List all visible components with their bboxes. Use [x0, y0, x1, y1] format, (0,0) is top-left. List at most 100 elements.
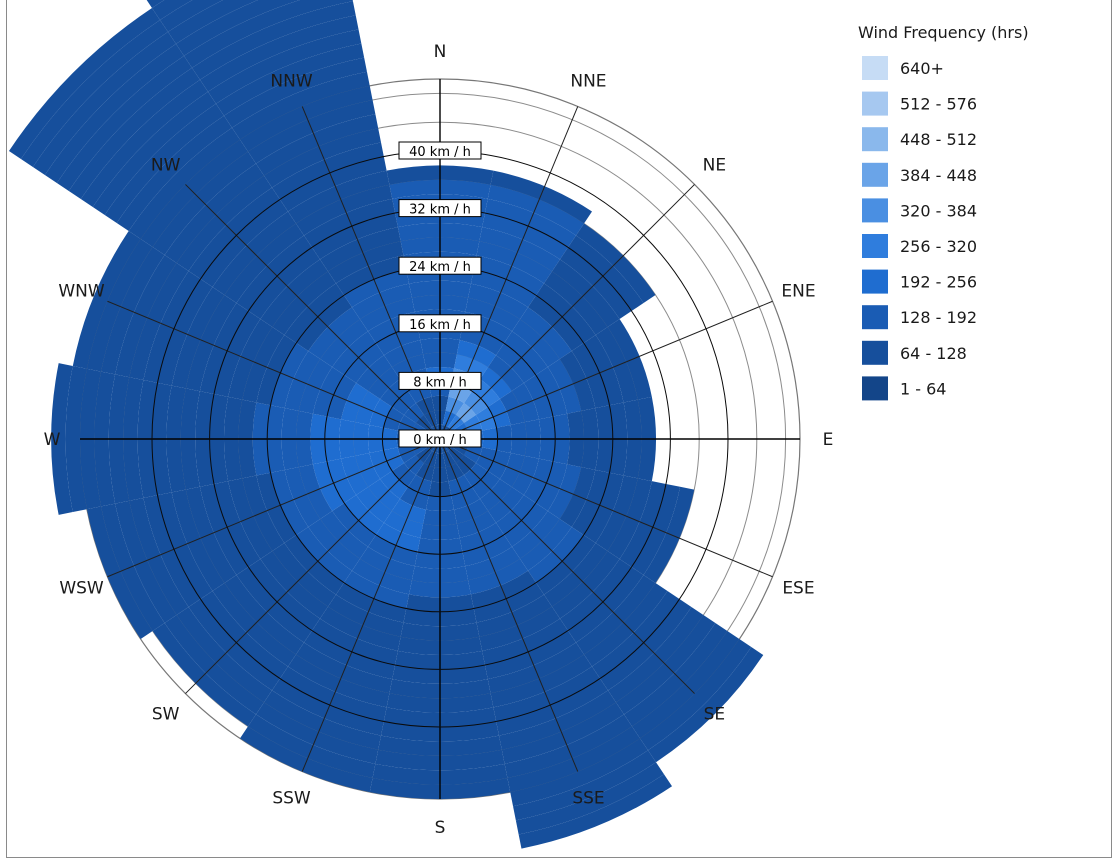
legend-label: 320 - 384 — [900, 201, 977, 220]
wedge-segment — [484, 630, 577, 680]
legend-label: 448 - 512 — [900, 130, 977, 149]
direction-label: SE — [704, 704, 726, 724]
wedge-segment — [32, 31, 176, 175]
legend-label: 128 - 192 — [900, 308, 977, 327]
speed-label-box — [398, 199, 482, 218]
wedge-segment — [143, 270, 201, 383]
wedge-segment — [559, 350, 596, 411]
wedge-segment — [479, 227, 561, 272]
wedge-segment — [476, 594, 553, 637]
direction-label: NNE — [570, 72, 606, 92]
wedge-segment — [271, 142, 384, 200]
wedge-segment — [101, 246, 165, 375]
wedge-segment — [298, 358, 333, 414]
legend-swatch — [862, 376, 888, 401]
wedge-segment — [231, 71, 370, 140]
radial-line — [439, 438, 579, 772]
wedge-segment — [397, 444, 417, 464]
legend-label: 256 - 320 — [900, 237, 977, 256]
wedge-segment — [459, 326, 505, 356]
direction-label: W — [44, 430, 61, 450]
wedge-segment — [415, 396, 435, 416]
wedge-segment — [595, 475, 638, 552]
wedge-segment — [247, 100, 376, 164]
wedge-segment — [263, 690, 382, 750]
wedge-segment — [547, 358, 582, 414]
legend-swatch — [862, 340, 888, 365]
direction-label: ESE — [782, 578, 814, 598]
wedge-segment — [298, 464, 333, 520]
wedge-segment — [311, 213, 398, 260]
wedge-segment — [369, 398, 393, 428]
wedge-segment — [571, 469, 610, 536]
wedge-segment — [462, 534, 513, 567]
wedge-segment — [445, 462, 465, 482]
wedge-segment — [92, 91, 216, 215]
wedge-segment — [343, 570, 410, 609]
wedge-segment — [607, 318, 652, 400]
wedge-segment — [465, 546, 521, 581]
wedge-segment — [355, 453, 381, 488]
wedge-segment — [463, 414, 483, 434]
wedge-segment — [129, 262, 189, 381]
speed-label-box — [398, 371, 482, 390]
wedge-segment — [490, 654, 593, 708]
direction-label: ENE — [781, 282, 815, 302]
direction-label: SSE — [572, 788, 604, 808]
radial-line — [439, 438, 773, 578]
wedge-segment — [175, 0, 301, 56]
legend-label: 384 - 448 — [900, 166, 977, 185]
wedge-segment — [80, 79, 208, 207]
wedge-segment — [355, 390, 381, 425]
wedge-segment — [256, 472, 297, 544]
wedge-segment — [607, 478, 652, 560]
wedge-segment — [515, 762, 665, 835]
wedge-segment — [501, 702, 625, 764]
wedge-segment — [271, 678, 384, 736]
wedge-segment — [223, 57, 367, 128]
wedge-segment — [44, 43, 184, 183]
speed-label-box — [398, 429, 482, 448]
wedge-segment — [86, 238, 153, 372]
wedge-segment — [215, 43, 365, 116]
wedge-segment — [470, 570, 537, 609]
wedge-segment — [56, 55, 192, 191]
wedge-segment — [391, 498, 426, 524]
wedge-segment — [68, 67, 200, 199]
wedge-segment — [359, 546, 415, 581]
wedge-segment — [115, 254, 177, 378]
wedge-segment — [547, 464, 582, 520]
wedge-segment — [513, 750, 657, 821]
wedge-segment — [415, 462, 435, 482]
wedge-segment — [263, 128, 382, 188]
wedge-segment — [397, 414, 417, 434]
wedge-segment — [20, 19, 168, 167]
speed-ring-labels: 0 km / h 8 km / h 16 km / h 24 km / h 32 km … — [398, 141, 482, 448]
wedge-segment — [239, 85, 373, 152]
wedge-segment — [475, 406, 497, 431]
wedge-segment — [583, 334, 624, 406]
wedge-segment — [511, 382, 539, 423]
wedge-segment — [490, 170, 593, 224]
legend-swatch — [862, 56, 888, 80]
wedge-segment — [640, 639, 752, 751]
wedge-segment — [295, 184, 393, 236]
wedge-segment — [171, 286, 225, 389]
wedge-segment — [167, 0, 259, 44]
wedge-segment — [595, 326, 638, 403]
wedge-segment — [383, 510, 424, 538]
wedge-segment — [448, 474, 473, 496]
wedge-segment — [143, 495, 201, 608]
wedge-segment — [487, 398, 511, 428]
wedge-segment — [496, 678, 609, 736]
speed-label-box — [398, 141, 482, 160]
wedge-segment — [128, 127, 240, 239]
legend-title: Wind Frequency (hrs) — [858, 23, 1029, 42]
wedge-segment — [319, 606, 401, 651]
wedge-segment — [287, 654, 390, 708]
wedge-segment — [101, 503, 165, 632]
direction-labels: N NNE NE ENE E ESE SE SSE S SSW SW WSW W WNW NW NNW — [44, 42, 834, 838]
radial-line — [185, 184, 441, 440]
wedge-segment — [312, 366, 345, 417]
wedge-segment — [351, 558, 412, 595]
